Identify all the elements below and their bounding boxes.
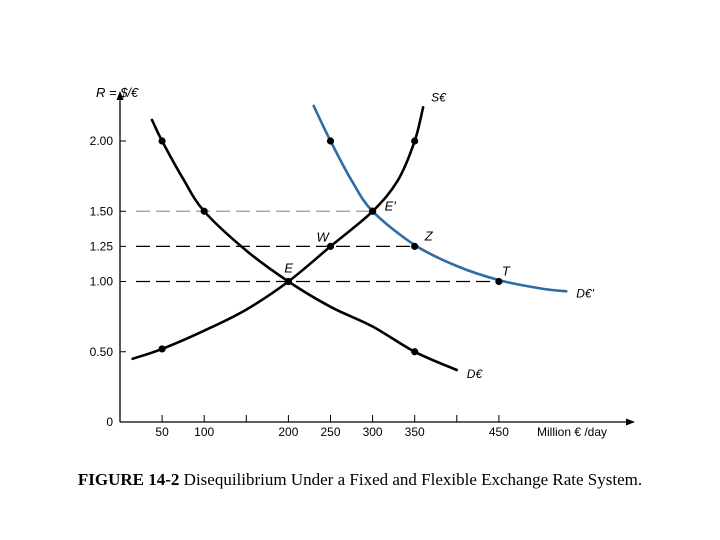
point-annotation: W: [317, 229, 331, 244]
points: [158, 137, 503, 356]
x-axis-arrow: [626, 418, 635, 426]
shifted-demand-curve: [312, 104, 568, 293]
data-point: [411, 242, 419, 250]
supply-curve: [131, 106, 425, 361]
x-axis-label: Million € /day: [537, 425, 607, 439]
x-tick-label: 450: [489, 425, 509, 439]
data-point: [200, 207, 208, 215]
data-point: [158, 137, 166, 145]
point-annotation: E: [284, 261, 293, 276]
x-tick-label: 200: [278, 425, 298, 439]
figure-caption-label: FIGURE 14-2: [77, 470, 180, 489]
series-label: D€': [576, 286, 594, 300]
labels: 0 0.50 1.00 1.25 1.50 2.00 50 100 200 250 300 350 45…: [90, 90, 595, 439]
y-tick-label: 1.00: [90, 275, 114, 289]
axis-ticks: [120, 140, 500, 423]
point-annotation: E': [385, 198, 397, 213]
y-tick-label: 1.50: [90, 204, 114, 218]
figure-caption: FIGURE 14-2 Disequilibrium Under a Fixed…: [0, 470, 720, 490]
reference-lines: [136, 210, 499, 283]
point-annotation: T: [502, 264, 511, 279]
x-tick-label: 50: [155, 425, 169, 439]
data-point: [284, 277, 292, 286]
y-axis-label: R = $/€: [96, 85, 139, 100]
x-tick-label: 250: [320, 425, 340, 439]
data-point: [326, 242, 335, 250]
y-axis-arrow: [116, 91, 124, 100]
x-tick-label: 300: [363, 425, 383, 439]
y-tick-label: 0.50: [90, 345, 114, 359]
x-tick-label: 100: [194, 425, 214, 439]
y-tick-label: 1.25: [90, 239, 114, 253]
data-point: [369, 207, 377, 215]
point-annotation: Z: [424, 228, 434, 243]
data-point: [411, 348, 419, 356]
y-tick-label: 0: [106, 415, 113, 429]
series-label: S€: [431, 90, 447, 104]
data-point: [495, 277, 503, 286]
data-point: [411, 137, 419, 145]
data-point: [158, 345, 166, 353]
x-tick-label: 350: [405, 425, 425, 439]
axes: [116, 91, 635, 426]
y-tick-label: 2.00: [90, 134, 114, 148]
data-point: [326, 137, 335, 145]
figure-caption-text: Disequilibrium Under a Fixed and Flexibl…: [179, 470, 643, 489]
demand-curve: [150, 118, 459, 372]
series-label: D€: [467, 367, 484, 381]
curves: [131, 104, 568, 372]
